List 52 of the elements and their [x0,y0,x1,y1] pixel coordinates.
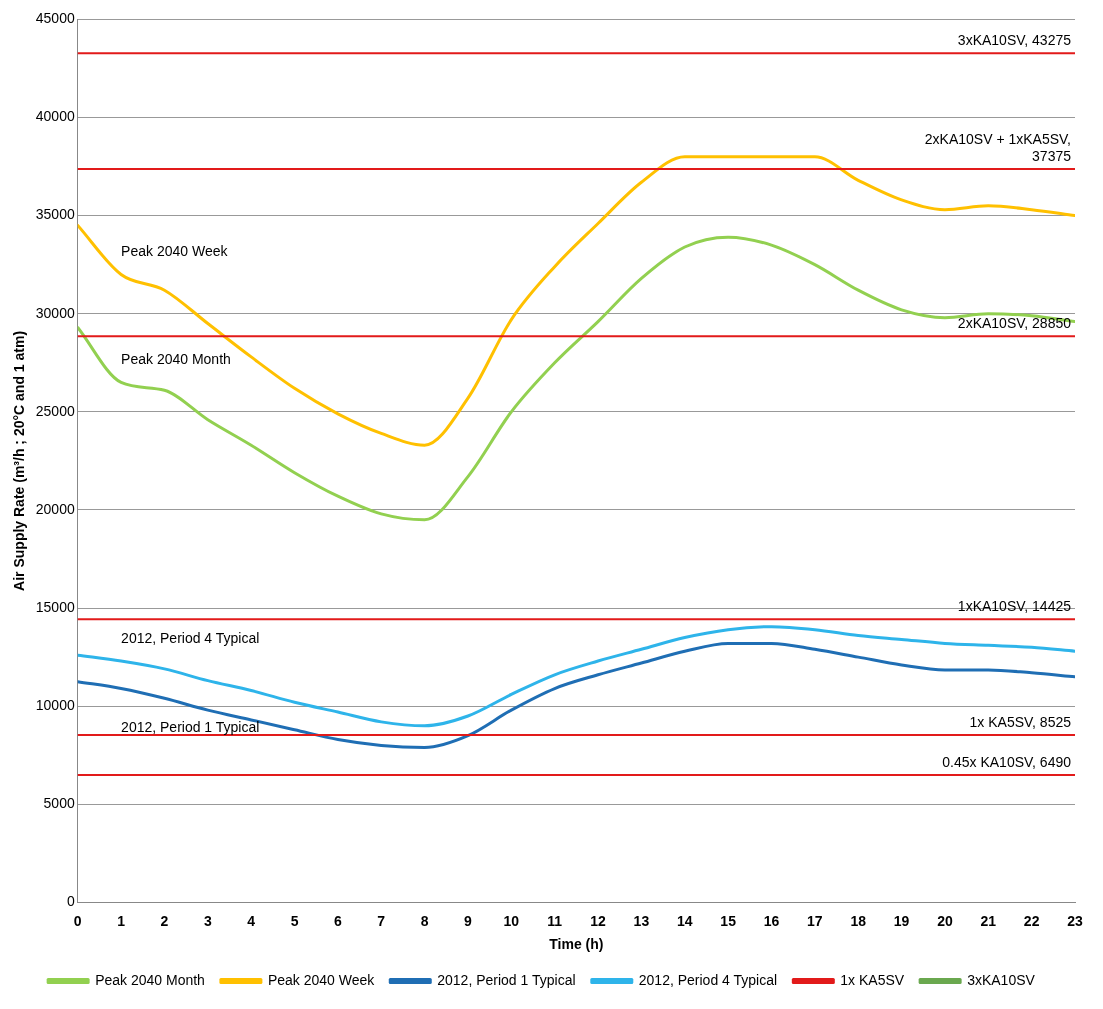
x-tick-label: 8 [420,912,429,929]
x-tick-label: 23 [1067,912,1083,929]
x-tick-label: 2 [160,912,169,929]
text: Peak 2040 Month [121,351,231,368]
legend-label: Peak 2040 Month [95,971,205,988]
x-tick-label: 15 [720,912,737,929]
x-tick-label: 6 [333,912,342,929]
x-tick-label: 20 [937,912,953,929]
x-tick-label: 17 [807,912,823,929]
y-tick-label: 20000 [35,500,75,517]
x-tick-label: 3 [203,912,212,929]
x-tick-label: 14 [676,912,693,929]
y-tick-label: 10000 [35,697,75,714]
line-series [77,235,1075,522]
ref-line-label: 2xKA10SV, 28850 [957,315,1072,332]
ref-line-label: 1xKA10SV, 14425 [957,598,1072,615]
x-tick-label: 5 [290,912,299,929]
legend-label: Peak 2040 Week [267,971,376,988]
text: Peak 2040 Week [121,243,228,260]
ref-line-label: 0.45x KA10SV, 6490 [942,753,1072,770]
legend-label: 2012, Period 1 Typical [437,971,576,988]
y-tick-label: 0 [66,893,75,910]
ref-line-label: 3xKA10SV, 43275 [957,32,1072,49]
x-tick-label: 16 [763,912,780,929]
y-tick-label: 35000 [35,206,75,223]
y-tick-label: 25000 [35,402,75,419]
x-tick-label: 22 [1023,912,1040,929]
y-tick-label: 5000 [43,795,75,812]
x-tick-label: 13 [633,912,650,929]
x-tick-label: 10 [503,912,520,929]
x-tick-label: 9 [464,912,473,929]
ref-line-label: 2xKA10SV + 1xKA5SV, 37375 [924,130,1072,164]
legend-label: 1x KA5SV [840,971,905,988]
legend-label: 3xKA10SV [967,971,1036,988]
y-tick-label: 45000 [35,10,75,27]
x-tick-label: 21 [980,912,997,929]
x-tick-label: 11 [547,912,563,929]
x-axis-title: Time (h) [549,936,604,953]
y-tick-label: 15000 [35,598,75,615]
x-tick-label: 19 [893,912,910,929]
y-tick-label: 40000 [35,108,75,125]
text: 2012, Period 4 Typical [121,629,260,646]
legend-label: 2012, Period 4 Typical [638,971,778,988]
ref-line-label: 1x KA5SV, 8525 [969,713,1072,730]
x-tick-label: 18 [850,912,867,929]
x-tick-label: 7 [377,912,386,929]
x-tick-label: 12 [590,912,607,929]
y-axis-title: Air Supply Rate (m³/h ; 20°C and 1 atm) [11,330,28,591]
x-tick-label: 4 [247,912,256,929]
text: 2012, Period 1 Typical [121,719,260,736]
x-tick-label: 1 [117,912,126,929]
y-tick-label: 30000 [35,304,75,321]
